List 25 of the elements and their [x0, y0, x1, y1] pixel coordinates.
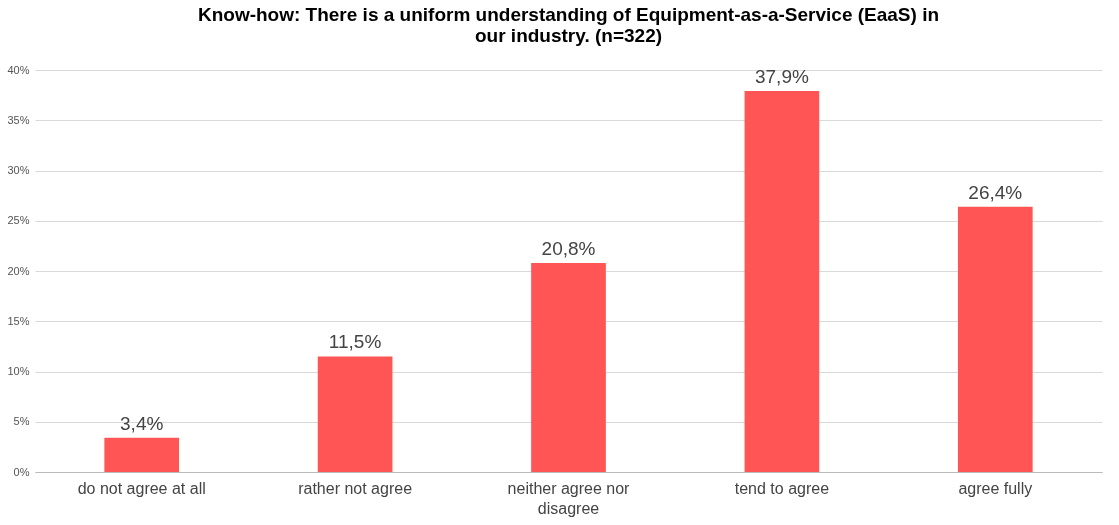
y-tick-label: 35% [7, 113, 30, 126]
bar [531, 262, 606, 472]
data-label: 11,5% [328, 331, 382, 353]
bar [104, 437, 180, 472]
data-label: 3,4% [120, 412, 164, 434]
y-tick-label: 40% [7, 63, 30, 76]
x-tick-label: agree fully [958, 479, 1033, 497]
y-tick-label: 30% [7, 164, 30, 176]
y-tick-label: 25% [7, 214, 30, 227]
y-tick-label: 15% [7, 314, 30, 327]
y-tick-label: 10% [7, 365, 30, 377]
x-tick-label: tend to agree [734, 479, 830, 497]
chart-title: Know-how: There is a uniform understanding of Equipment-as-a-Service (EaaS) in our industry. (n=322) [197, 4, 940, 46]
y-tick-label: 20% [7, 264, 30, 277]
bar [744, 91, 820, 472]
y-tick-label: 5% [13, 415, 30, 428]
bar [317, 356, 393, 472]
y-tick-label: 0% [13, 465, 30, 478]
x-tick-label: neither agree nor disagree [507, 479, 631, 517]
bar [957, 206, 1033, 472]
x-tick-label: do not agree at all [77, 479, 206, 497]
data-label: 20,8% [541, 237, 596, 259]
x-tick-label: rather not agree [298, 479, 413, 497]
data-label: 37,9% [754, 66, 809, 88]
data-label: 26,4% [968, 181, 1023, 203]
